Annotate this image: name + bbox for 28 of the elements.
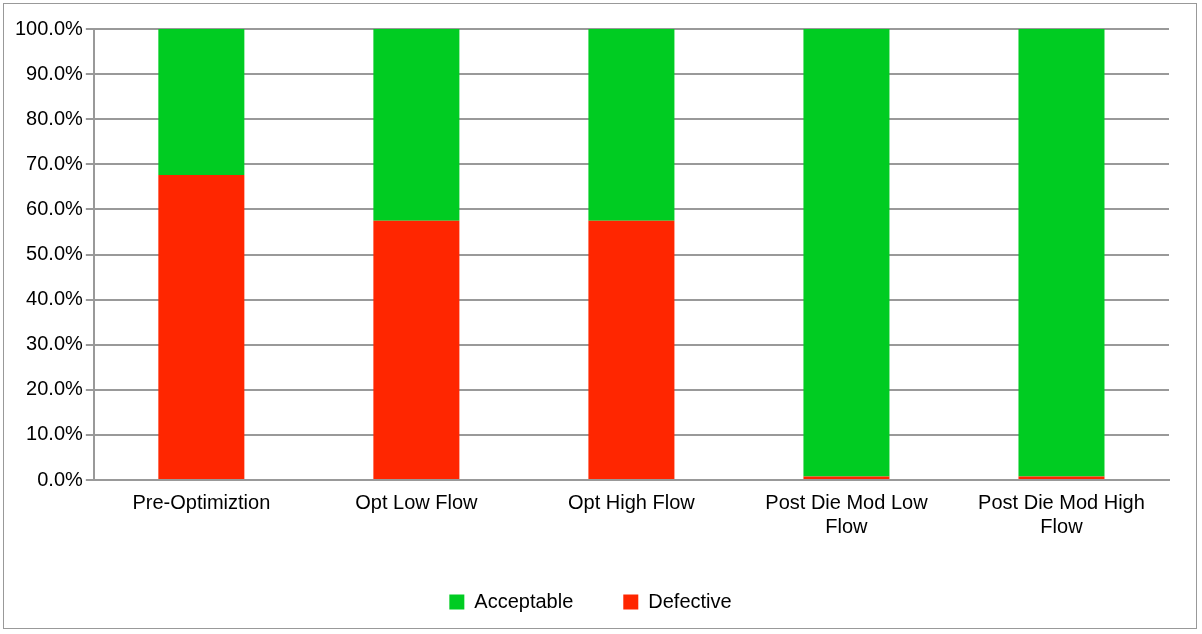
x-tick-label: Post Die Mod Low Flow xyxy=(765,490,929,537)
y-tick-label: 40.0% xyxy=(26,287,84,310)
bar xyxy=(803,29,890,477)
y-tick-label: 20.0% xyxy=(26,377,84,400)
y-tick-label: 50.0% xyxy=(26,242,84,265)
y-tick-label: 10.0% xyxy=(26,422,84,445)
bar xyxy=(588,220,675,479)
y-tick-label: 80.0% xyxy=(26,106,84,129)
bar xyxy=(588,29,675,221)
legend-label: Acceptable xyxy=(474,589,574,612)
x-tick-label: Opt High Flow xyxy=(568,490,696,513)
bar xyxy=(373,29,460,221)
bar xyxy=(373,220,460,479)
bar xyxy=(1018,29,1105,477)
x-tick-label: Pre-Optimiztion xyxy=(132,490,271,513)
bar xyxy=(1018,476,1105,479)
bar xyxy=(158,29,245,176)
y-tick-label: 70.0% xyxy=(26,151,84,174)
x-tick-label: Post Die Mod High Flow xyxy=(978,490,1145,537)
legend-label: Defective xyxy=(648,589,732,612)
y-tick-label: 30.0% xyxy=(26,332,84,355)
bar xyxy=(803,476,890,479)
y-tick-label: 100.0% xyxy=(14,16,84,39)
y-tick-label: 90.0% xyxy=(26,61,84,84)
y-tick-label: 0.0% xyxy=(37,467,84,490)
y-tick-label: 60.0% xyxy=(26,196,84,219)
bar xyxy=(158,175,245,479)
x-tick-label: Opt Low Flow xyxy=(355,490,479,513)
